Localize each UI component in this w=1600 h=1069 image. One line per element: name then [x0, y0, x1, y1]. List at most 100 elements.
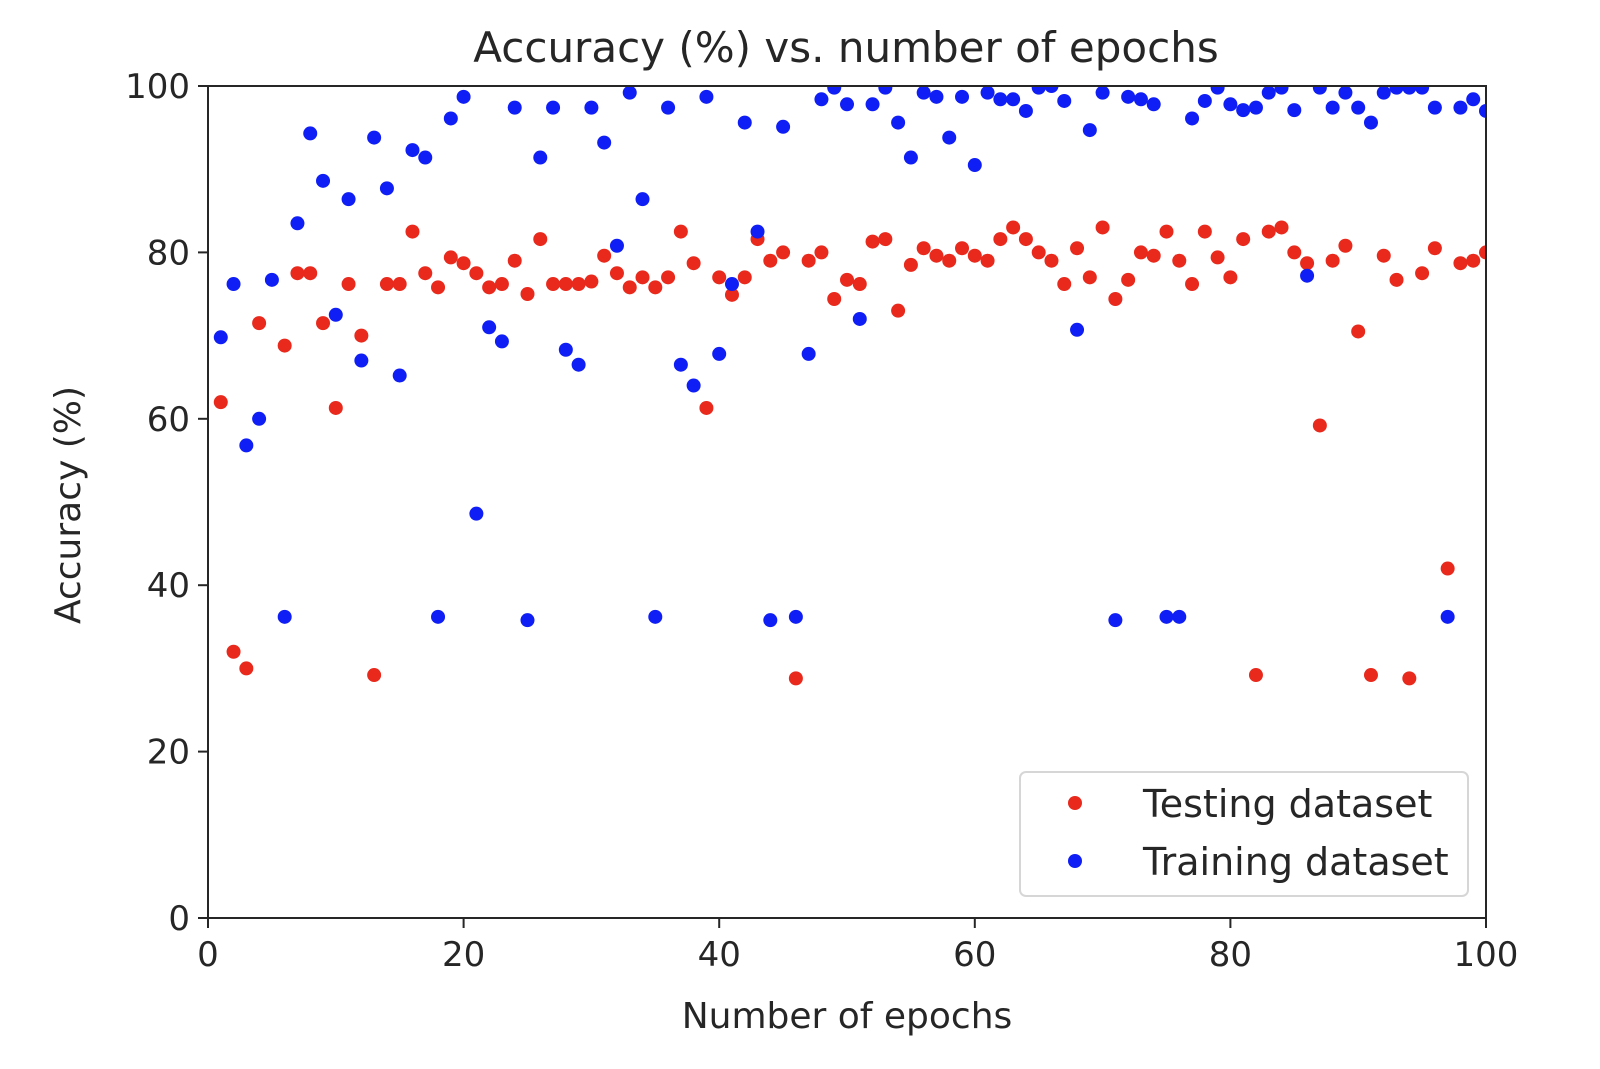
data-point [1248, 100, 1263, 115]
x-axis-label: Number of epochs [682, 996, 1013, 1037]
data-point [1146, 97, 1161, 112]
data-point [686, 256, 701, 271]
data-point [354, 328, 369, 343]
data-point [1376, 248, 1391, 263]
data-point [788, 609, 803, 624]
data-point [431, 609, 446, 624]
data-point [392, 277, 407, 292]
data-point [226, 277, 241, 292]
data-point [290, 266, 305, 281]
data-point [1338, 86, 1353, 100]
data-point [546, 100, 561, 115]
data-point [827, 291, 842, 306]
data-point [1159, 609, 1174, 624]
data-point [494, 334, 509, 349]
x-tick-label: 20 [442, 935, 485, 975]
data-point [1312, 418, 1327, 433]
data-point [520, 287, 535, 301]
data-point [494, 277, 509, 292]
data-point [431, 280, 446, 295]
data-point [1389, 86, 1404, 95]
legend: Testing dataset Training dataset [1019, 771, 1469, 897]
data-point [1121, 89, 1136, 104]
y-tick-label: 40 [147, 566, 190, 606]
data-point [1479, 245, 1486, 260]
data-point [686, 378, 701, 393]
data-point [328, 307, 343, 322]
data-point [776, 245, 791, 260]
data-point [712, 270, 727, 285]
data-point [724, 287, 739, 302]
data-point [1172, 609, 1187, 624]
plot-area-frame [207, 85, 1487, 919]
data-point [942, 130, 957, 145]
data-point [840, 97, 854, 112]
data-point [1466, 253, 1481, 268]
data-point [290, 216, 305, 231]
data-point [1376, 86, 1391, 100]
data-point [1363, 115, 1378, 130]
data-point [456, 89, 471, 104]
data-point [1223, 270, 1238, 285]
data-point [533, 232, 548, 247]
data-point [1351, 100, 1366, 115]
data-point [469, 506, 484, 521]
data-point [354, 353, 369, 368]
data-point [1440, 561, 1455, 576]
data-point [443, 111, 458, 126]
data-point [1070, 241, 1085, 256]
data-point [1082, 270, 1097, 285]
data-point [1044, 253, 1059, 268]
data-point [801, 346, 816, 361]
series-testing [213, 220, 1486, 686]
y-axis-label: Accuracy (%) [48, 386, 89, 624]
data-point [1172, 253, 1187, 268]
data-point [1133, 245, 1148, 260]
data-point [724, 277, 739, 292]
data-point [648, 280, 663, 295]
y-tick-label: 60 [147, 400, 190, 440]
data-point [980, 253, 995, 268]
data-point [1236, 103, 1251, 118]
data-point [1427, 100, 1442, 115]
x-tick-label: 40 [698, 935, 741, 975]
data-point [929, 89, 944, 104]
data-point [213, 330, 228, 345]
data-point [520, 613, 535, 628]
data-point [1082, 123, 1097, 138]
data-point [788, 671, 803, 686]
data-point [1070, 322, 1085, 337]
data-point [1146, 248, 1161, 263]
data-point [1325, 100, 1340, 115]
data-point [865, 234, 880, 249]
data-point [507, 253, 522, 268]
data-point [303, 126, 318, 141]
data-point [1210, 250, 1225, 265]
data-point [443, 250, 458, 265]
data-point [1287, 103, 1302, 118]
data-point [1006, 92, 1021, 107]
data-point [1185, 111, 1200, 126]
data-point [1274, 86, 1289, 95]
y-tick-label: 20 [147, 733, 190, 773]
data-point [239, 661, 254, 676]
data-point [303, 266, 318, 281]
data-point [737, 270, 752, 285]
data-point [252, 411, 267, 426]
legend-label-training: Training dataset [1142, 840, 1449, 884]
data-point [482, 280, 497, 295]
data-point [635, 270, 650, 285]
data-point [967, 158, 982, 173]
series-training [213, 86, 1486, 628]
data-point [712, 346, 727, 361]
data-point [929, 248, 944, 263]
legend-marker-training [1068, 854, 1082, 868]
data-point [456, 256, 471, 271]
data-point [852, 277, 867, 292]
data-point [1018, 103, 1033, 118]
data-point [1466, 92, 1481, 107]
data-point [763, 253, 778, 268]
data-point [699, 400, 714, 415]
data-point [584, 274, 599, 289]
data-point [942, 253, 957, 268]
